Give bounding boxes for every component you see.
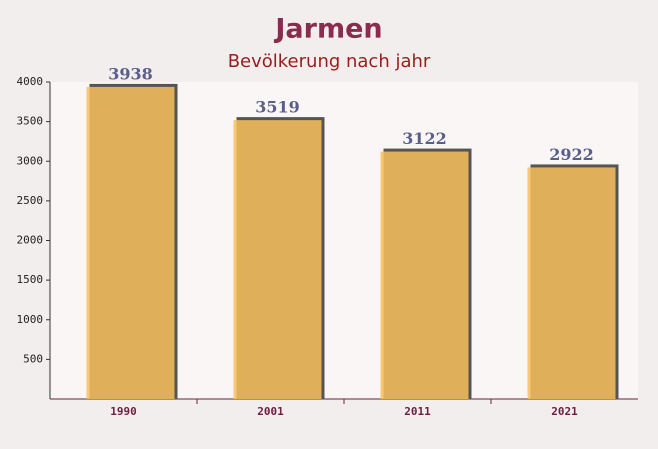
y-tick-label: 2000 <box>17 234 44 247</box>
value-label: 3938 <box>108 64 153 83</box>
bar <box>527 167 616 399</box>
bar <box>233 120 322 399</box>
y-tick-label: 1500 <box>17 273 44 286</box>
value-label: 3519 <box>255 98 300 117</box>
bar <box>380 151 469 399</box>
x-tick-label: 1990 <box>110 405 137 418</box>
y-tick-label: 2500 <box>17 194 44 207</box>
y-tick-label: 3500 <box>17 115 44 128</box>
y-tick-label: 4000 <box>17 75 44 88</box>
chart-subtitle: Bevölkerung nach jahr <box>228 51 431 72</box>
y-tick-label: 500 <box>23 352 43 365</box>
x-tick-label: 2001 <box>257 405 284 418</box>
y-tick-label: 1000 <box>17 313 44 326</box>
value-label: 3122 <box>402 129 447 148</box>
bar <box>86 86 175 399</box>
x-tick-label: 2011 <box>404 405 431 418</box>
chart-title: Jarmen <box>273 14 382 45</box>
y-tick-label: 3000 <box>17 154 44 167</box>
x-tick-label: 2021 <box>551 405 578 418</box>
value-label: 2922 <box>549 145 594 164</box>
